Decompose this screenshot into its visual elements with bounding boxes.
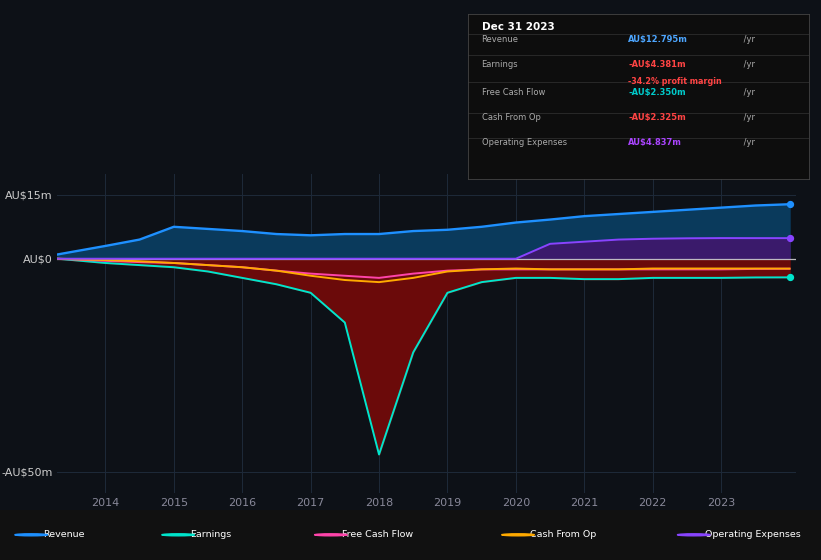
Text: /yr: /yr: [741, 60, 754, 69]
Point: [783, 200, 796, 209]
Text: -AU$2.350m: -AU$2.350m: [628, 88, 686, 97]
Point: [783, 234, 796, 242]
Text: Earnings: Earnings: [190, 530, 231, 539]
Text: AU$12.795m: AU$12.795m: [628, 35, 688, 44]
Text: Free Cash Flow: Free Cash Flow: [482, 88, 545, 97]
Text: /yr: /yr: [741, 138, 754, 147]
Text: -AU$4.381m: -AU$4.381m: [628, 60, 686, 69]
Text: Operating Expenses: Operating Expenses: [705, 530, 801, 539]
Circle shape: [162, 534, 195, 536]
Text: /yr: /yr: [741, 113, 754, 122]
Text: AU$4.837m: AU$4.837m: [628, 138, 682, 147]
Text: Dec 31 2023: Dec 31 2023: [482, 22, 554, 32]
Text: Operating Expenses: Operating Expenses: [482, 138, 566, 147]
Text: /yr: /yr: [741, 88, 754, 97]
Text: Free Cash Flow: Free Cash Flow: [342, 530, 414, 539]
Circle shape: [502, 534, 534, 536]
Text: Revenue: Revenue: [43, 530, 85, 539]
Text: -34.2% profit margin: -34.2% profit margin: [628, 77, 722, 86]
Text: Cash From Op: Cash From Op: [530, 530, 596, 539]
Text: Cash From Op: Cash From Op: [482, 113, 540, 122]
Text: -AU$2.325m: -AU$2.325m: [628, 113, 686, 122]
Text: Earnings: Earnings: [482, 60, 518, 69]
Circle shape: [314, 534, 347, 536]
Text: Revenue: Revenue: [482, 35, 519, 44]
Circle shape: [15, 534, 48, 536]
Text: /yr: /yr: [741, 35, 754, 44]
Point: [783, 273, 796, 282]
Circle shape: [677, 534, 710, 536]
